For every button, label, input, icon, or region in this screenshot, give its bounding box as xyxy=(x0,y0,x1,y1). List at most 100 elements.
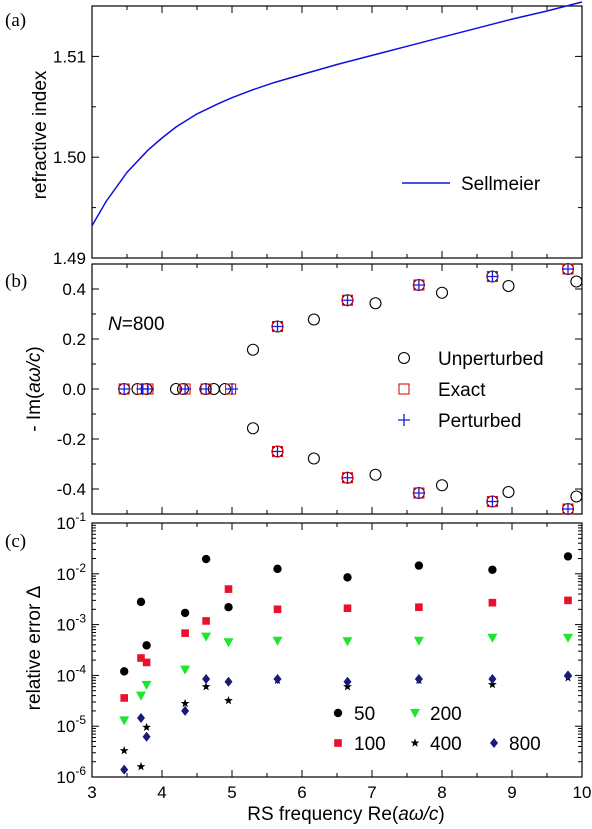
x-tick-label: 4 xyxy=(157,783,166,802)
y-tick-label-exponent: -4 xyxy=(75,662,86,676)
y-tick-label: -0.4 xyxy=(57,480,86,499)
plot-area-b: -0.4 -0.2 0.0 0.2 0.4 Unperturbed Exact Perturb… xyxy=(57,262,583,516)
point-perturbed xyxy=(341,294,354,307)
point-N50 xyxy=(136,597,146,607)
y-tick-label: 1.51 xyxy=(53,47,86,66)
point-N800 xyxy=(202,673,211,684)
point-perturbed xyxy=(341,471,354,484)
point-N50 xyxy=(201,554,211,564)
y-tick-label: 1.50 xyxy=(53,148,86,167)
point-N50 xyxy=(273,564,282,574)
point-unperturbed xyxy=(307,452,320,465)
panel-b-ylabel: - Im(aω/c) xyxy=(24,346,45,432)
y-tick-label: 0.0 xyxy=(62,380,86,399)
plot-frame-a xyxy=(91,5,583,259)
point-N800 xyxy=(414,673,423,684)
legend-marker-N100 xyxy=(334,739,342,747)
x-tick-label: 9 xyxy=(507,783,516,802)
x-axis-title-var: aω/c xyxy=(398,804,439,825)
point-unperturbed xyxy=(246,422,260,435)
point-N800 xyxy=(273,673,282,684)
y-tick-label-base: 10 xyxy=(56,514,75,533)
point-N400 xyxy=(488,679,497,689)
plot-area-a: 1.49 1.50 1.51 Sellmeier xyxy=(53,1,583,268)
y-tick-label: 0.4 xyxy=(62,280,86,299)
point-unperturbed xyxy=(369,468,382,481)
point-N100 xyxy=(224,585,233,593)
x-tick-label: 8 xyxy=(437,783,446,802)
panel-b-annotation: N=800 xyxy=(108,314,165,335)
y-tick-label: 0.2 xyxy=(62,330,86,349)
sellmeier-line xyxy=(91,1,583,227)
point-unperturbed xyxy=(502,485,515,499)
y-tick-label: 10-5 xyxy=(56,713,86,736)
y-tick-label: 10-1 xyxy=(56,510,86,533)
annotation-var: N xyxy=(108,314,122,335)
point-N200 xyxy=(136,691,146,701)
y-tick-label-base: 10 xyxy=(56,768,75,787)
legend-marker-N400 xyxy=(410,738,420,747)
legend-label-N50: 50 xyxy=(354,704,375,725)
panel-a-ylabel: refractive index xyxy=(30,70,51,199)
point-N200 xyxy=(342,637,353,647)
x-tick-label: 7 xyxy=(367,783,376,802)
point-perturbed xyxy=(486,270,499,283)
y-tick-label: 10-2 xyxy=(56,561,86,584)
point-N50 xyxy=(180,608,190,618)
y-tick-label: 10-4 xyxy=(56,662,86,685)
point-N400 xyxy=(136,762,146,771)
panel-c: (c) relative error Δ 3 4 5 6 7 8 9 1010-610-510… xyxy=(5,510,591,802)
point-N200 xyxy=(413,636,424,646)
point-N50 xyxy=(488,565,497,574)
point-N400 xyxy=(224,695,233,705)
point-perturbed xyxy=(562,263,574,275)
point-perturbed xyxy=(271,445,284,458)
legend-label-N800: 800 xyxy=(509,734,541,755)
point-N800 xyxy=(224,676,233,687)
point-N100 xyxy=(137,654,145,662)
point-N100 xyxy=(120,694,128,702)
legend-label-sellmeier: Sellmeier xyxy=(461,174,541,195)
point-perturbed xyxy=(271,320,284,333)
panel-b-tag: (b) xyxy=(5,271,27,292)
panel-a-tag: (a) xyxy=(5,10,26,31)
x-axis-title-prefix: RS frequency Re( xyxy=(247,804,399,825)
legend-marker-N800 xyxy=(490,738,498,748)
point-unperturbed xyxy=(570,275,583,288)
point-perturbed xyxy=(412,487,425,499)
point-N200 xyxy=(119,716,130,726)
point-unperturbed xyxy=(307,313,320,326)
y-tick-label-exponent: -3 xyxy=(75,612,86,626)
point-unperturbed xyxy=(246,343,260,356)
point-N200 xyxy=(201,632,212,642)
legend-marker-N200 xyxy=(410,709,420,718)
point-N200 xyxy=(141,680,152,690)
point-perturbed xyxy=(200,383,213,395)
y-tick-label-base: 10 xyxy=(56,565,75,584)
point-N200 xyxy=(563,633,573,643)
legend-marker-unperturbed xyxy=(397,351,411,365)
legend-marker-perturbed xyxy=(398,414,410,426)
x-tick-label: 10 xyxy=(573,783,592,802)
point-N800 xyxy=(181,705,190,716)
panel-b-ylabel-var: aω/c xyxy=(24,352,45,393)
point-N100 xyxy=(343,604,352,613)
y-tick-label-exponent: -2 xyxy=(75,561,86,575)
y-tick-label-base: 10 xyxy=(56,717,75,736)
y-tick-label-base: 10 xyxy=(56,666,75,685)
y-tick-label-base: 10 xyxy=(56,616,75,635)
point-unperturbed xyxy=(435,479,449,492)
point-perturbed xyxy=(562,503,574,515)
point-N800 xyxy=(142,731,151,742)
y-tick-label: 1.49 xyxy=(53,249,86,268)
y-tick-label-exponent: -5 xyxy=(75,713,86,727)
panel-a: (a) refractive index 1.49 1.50 1.51 Sellmei… xyxy=(5,1,583,268)
point-N200 xyxy=(223,638,234,648)
point-N200 xyxy=(272,636,283,646)
point-N100 xyxy=(273,605,282,614)
point-perturbed xyxy=(486,495,499,508)
point-unperturbed xyxy=(570,490,583,503)
point-N50 xyxy=(224,603,233,612)
